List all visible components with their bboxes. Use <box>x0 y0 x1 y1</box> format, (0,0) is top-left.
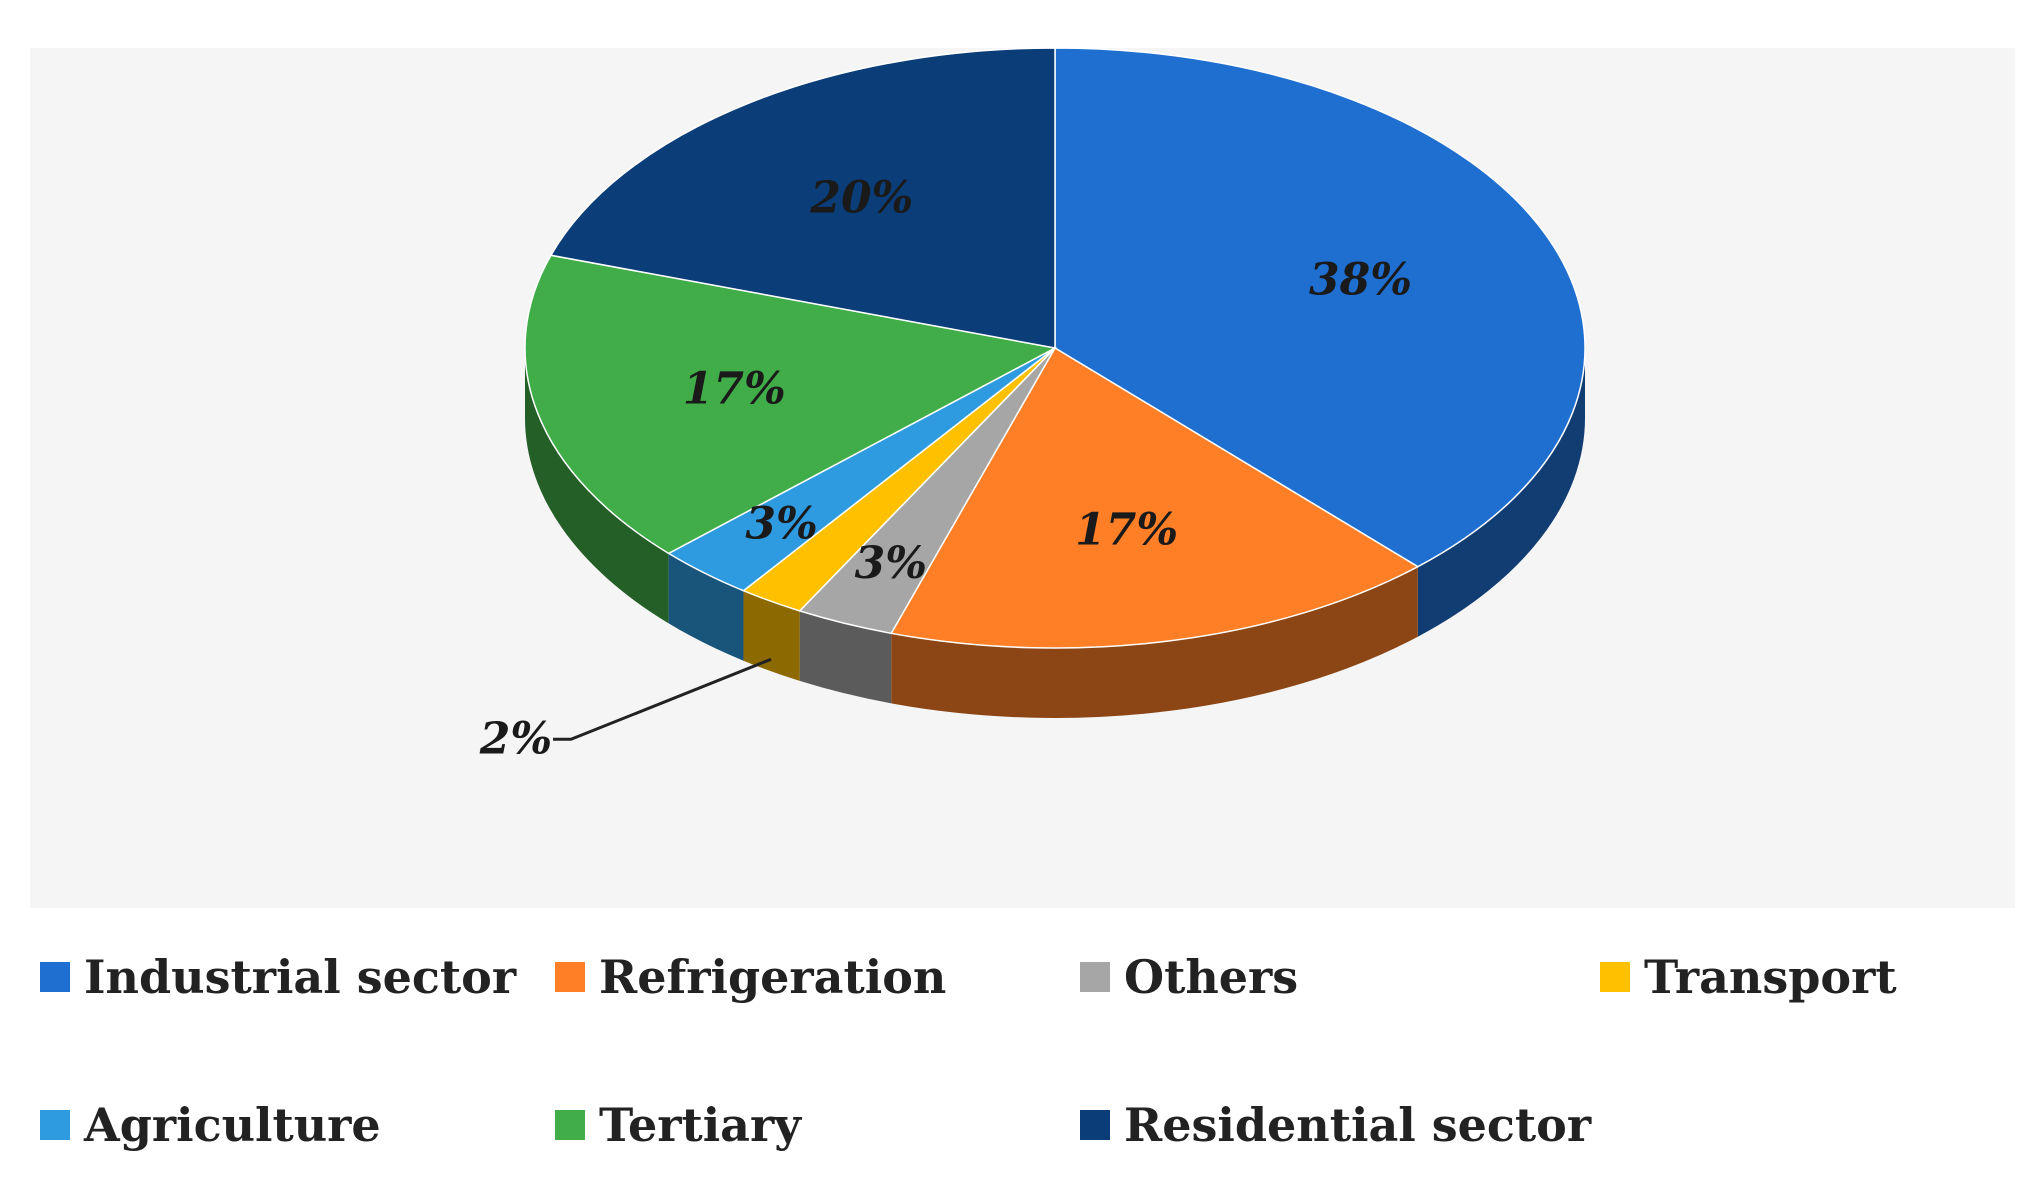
chart-plot-area: 38% 17% 3% 2% 3% 17% 20% <box>30 48 2015 908</box>
legend-item-tertiary: Tertiary <box>555 1098 801 1152</box>
legend-swatch <box>1080 1110 1110 1140</box>
legend-swatch <box>555 1110 585 1140</box>
legend-swatch <box>1600 962 1630 992</box>
slice-side-transport <box>743 590 800 681</box>
legend-label: Agriculture <box>84 1098 381 1152</box>
legend-swatch <box>40 1110 70 1140</box>
legend-item-residential-sector: Residential sector <box>1080 1098 1591 1152</box>
legend-label: Tertiary <box>599 1098 801 1152</box>
legend-label: Transport <box>1644 950 1897 1004</box>
data-label-tertiary: 17% <box>683 364 786 415</box>
legend-item-transport: Transport <box>1600 950 1897 1004</box>
legend-item-industrial-sector: Industrial sector <box>40 950 516 1004</box>
data-label-industrial-sector: 38% <box>1309 255 1412 306</box>
data-label-transport: 2% <box>479 713 552 764</box>
legend-label: Refrigeration <box>599 950 947 1004</box>
leader-line-transport <box>553 657 772 741</box>
slice-side-tertiary <box>525 348 669 624</box>
slice-residential-sector[interactable] <box>549 48 1056 349</box>
slice-side-agriculture <box>668 553 744 661</box>
data-label-agriculture: 3% <box>745 499 817 550</box>
slice-side-industrial-sector <box>1417 348 1585 637</box>
slice-side-refrigeration <box>891 566 1418 718</box>
legend-swatch <box>1080 962 1110 992</box>
data-label-residential-sector: 20% <box>809 173 913 224</box>
legend-swatch <box>555 962 585 992</box>
legend-swatch <box>40 962 70 992</box>
slice-tertiary[interactable] <box>524 254 1058 555</box>
legend: Industrial sector Refrigeration Others Tran… <box>40 950 2000 1170</box>
data-label-others: 3% <box>855 538 927 589</box>
legend-item-agriculture: Agriculture <box>40 1098 381 1152</box>
slice-refrigeration[interactable] <box>890 346 1420 649</box>
slice-side-others <box>799 610 892 704</box>
slice-industrial-sector[interactable] <box>1054 48 1586 568</box>
pie-chart: 38% 17% 3% 2% 3% 17% 20% <box>479 48 1586 764</box>
legend-item-others: Others <box>1080 950 1298 1004</box>
legend-label: Industrial sector <box>84 950 517 1004</box>
legend-label: Others <box>1124 950 1299 1004</box>
legend-label: Residential sector <box>1124 1098 1592 1152</box>
data-label-refrigeration: 17% <box>1075 505 1178 556</box>
legend-item-refrigeration: Refrigeration <box>555 950 946 1004</box>
